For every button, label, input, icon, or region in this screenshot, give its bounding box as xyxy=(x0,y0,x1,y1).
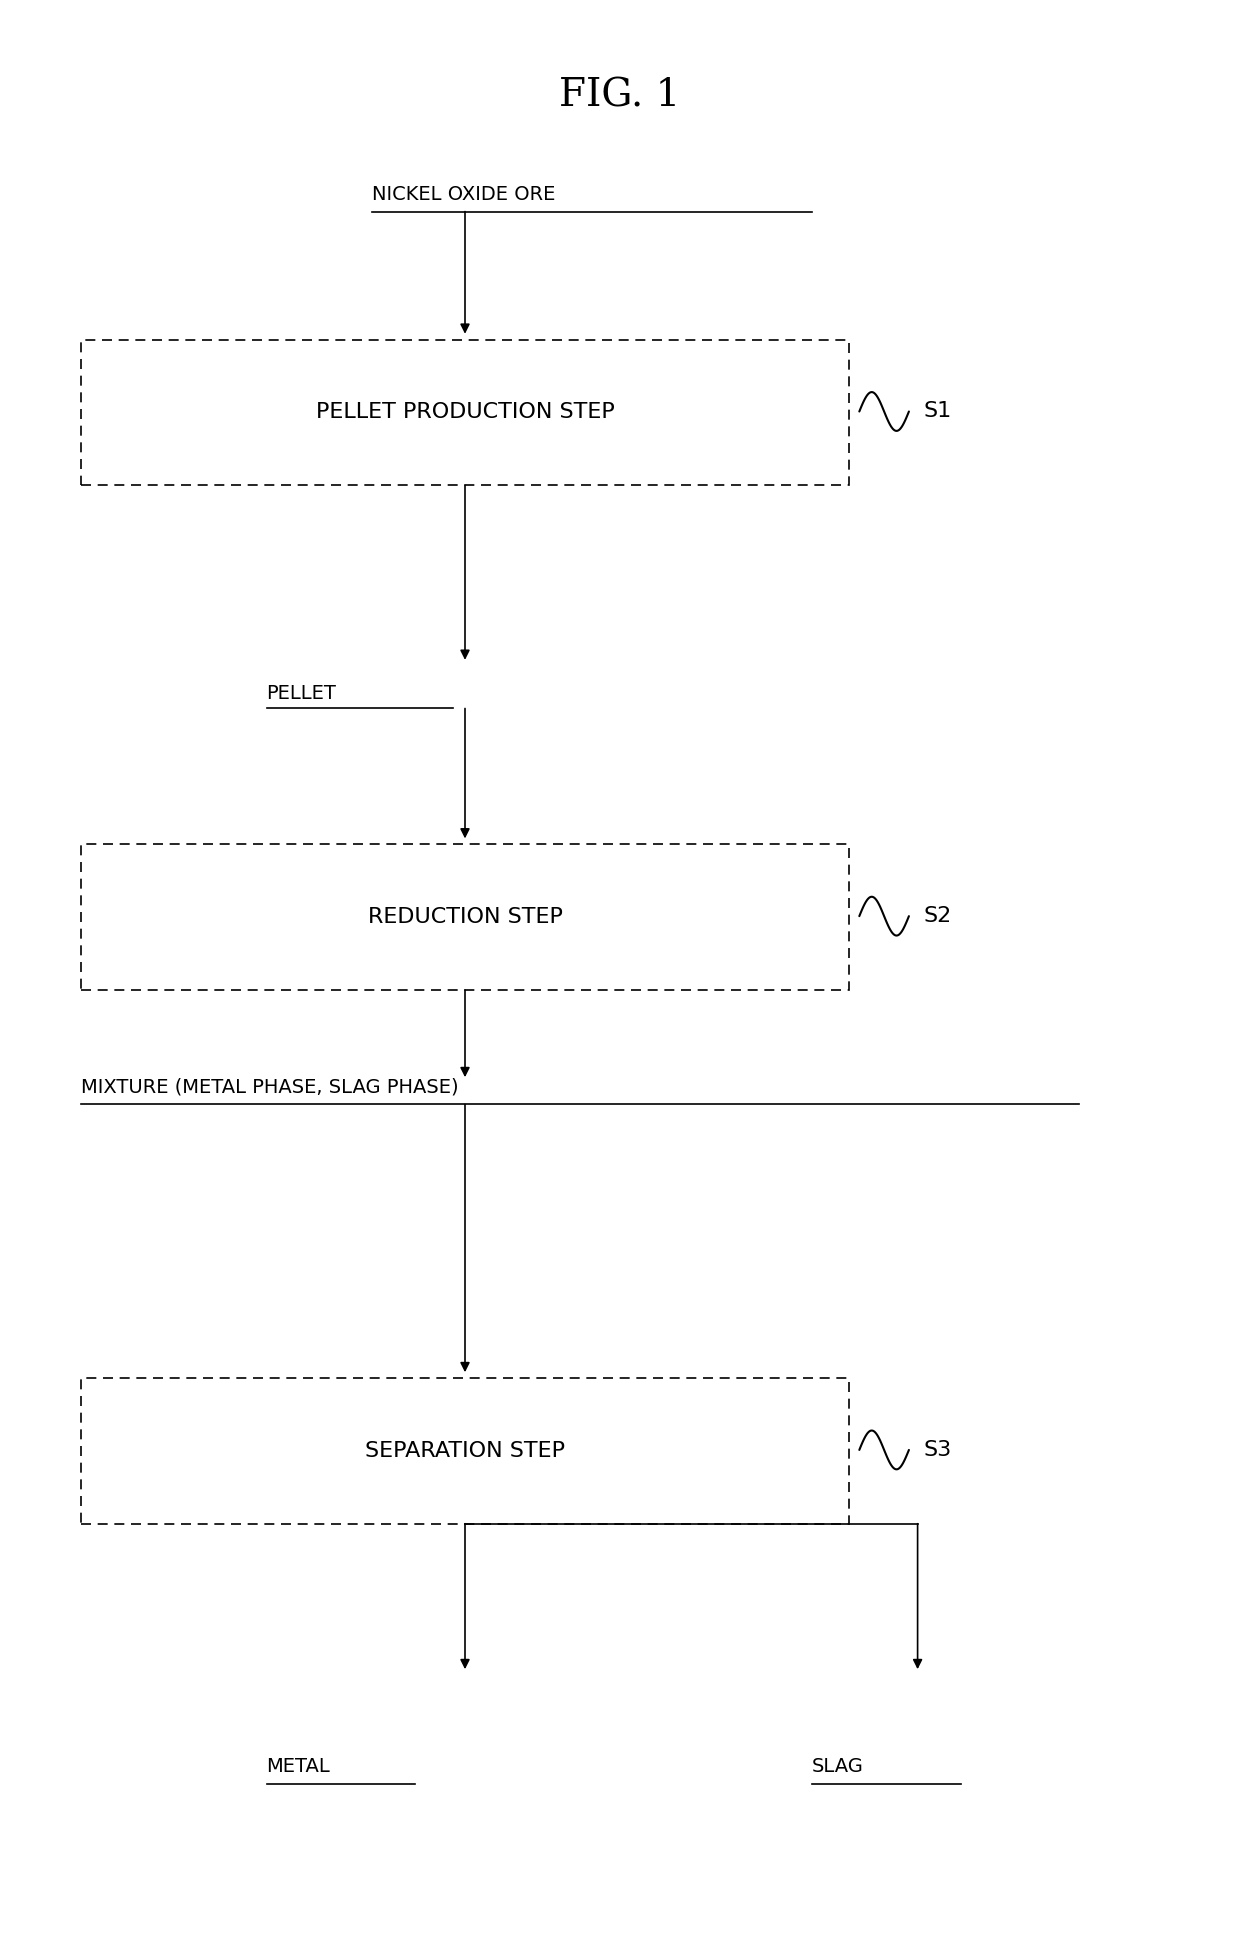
Text: S3: S3 xyxy=(924,1440,952,1460)
Text: METAL: METAL xyxy=(267,1757,330,1776)
Text: MIXTURE (METAL PHASE, SLAG PHASE): MIXTURE (METAL PHASE, SLAG PHASE) xyxy=(81,1077,459,1097)
Text: PELLET PRODUCTION STEP: PELLET PRODUCTION STEP xyxy=(316,402,614,423)
Bar xyxy=(81,340,849,485)
Text: SEPARATION STEP: SEPARATION STEP xyxy=(365,1440,565,1462)
Bar xyxy=(81,844,849,990)
Text: S1: S1 xyxy=(924,402,952,421)
Text: S2: S2 xyxy=(924,906,952,926)
Text: FIG. 1: FIG. 1 xyxy=(559,78,681,115)
Text: REDUCTION STEP: REDUCTION STEP xyxy=(367,906,563,928)
Text: NICKEL OXIDE ORE: NICKEL OXIDE ORE xyxy=(372,184,556,204)
Bar xyxy=(81,1378,849,1524)
Text: SLAG: SLAG xyxy=(812,1757,864,1776)
Text: PELLET: PELLET xyxy=(267,683,336,703)
